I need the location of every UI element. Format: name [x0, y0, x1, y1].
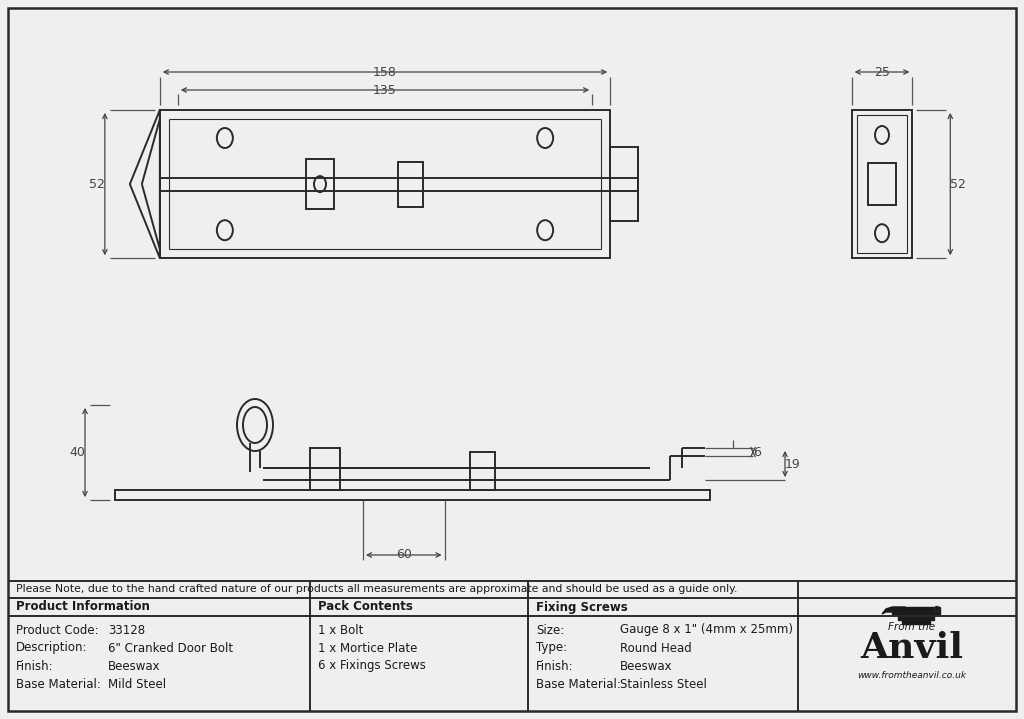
Bar	[160, 110, 610, 258]
Text: 60: 60	[396, 549, 412, 562]
Text: Please Note, due to the hand crafted nature of our products all measurements are: Please Note, due to the hand crafted nat…	[16, 584, 737, 594]
Text: Gauge 8 x 1" (4mm x 25mm): Gauge 8 x 1" (4mm x 25mm)	[620, 623, 793, 636]
Text: Round Head: Round Head	[620, 641, 692, 654]
Bar	[115, 490, 710, 500]
Text: Base Material:: Base Material:	[16, 677, 101, 690]
Text: 19: 19	[785, 457, 801, 470]
Text: Type:: Type:	[536, 641, 567, 654]
Polygon shape	[882, 607, 906, 614]
Bar	[306, 159, 334, 209]
Text: Finish:: Finish:	[16, 659, 53, 672]
Text: 52: 52	[89, 178, 104, 191]
Text: Beeswax: Beeswax	[620, 659, 673, 672]
Polygon shape	[892, 607, 940, 614]
Bar	[852, 110, 912, 258]
Text: 33128: 33128	[108, 623, 145, 636]
Text: 1 x Mortice Plate: 1 x Mortice Plate	[318, 641, 418, 654]
Polygon shape	[902, 620, 930, 624]
Text: Mild Steel: Mild Steel	[108, 677, 166, 690]
Text: 6 x Fixings Screws: 6 x Fixings Screws	[318, 659, 426, 672]
Text: Fixing Screws: Fixing Screws	[536, 600, 628, 613]
Text: 6" Cranked Door Bolt: 6" Cranked Door Bolt	[108, 641, 233, 654]
Bar	[310, 448, 340, 490]
Text: 1 x Bolt: 1 x Bolt	[318, 623, 364, 636]
Text: Product Information: Product Information	[16, 600, 150, 613]
Bar	[857, 115, 907, 253]
Text: 40: 40	[70, 446, 85, 459]
Bar	[470, 452, 495, 490]
Text: Description:: Description:	[16, 641, 87, 654]
Text: Product Code:: Product Code:	[16, 623, 98, 636]
Text: Pack Contents: Pack Contents	[318, 600, 413, 613]
Text: Base Material:: Base Material:	[536, 677, 621, 690]
Bar	[868, 163, 896, 205]
Text: www.fromtheanvil.co.uk: www.fromtheanvil.co.uk	[857, 671, 967, 680]
Text: From the: From the	[889, 622, 936, 632]
Text: 6: 6	[753, 446, 761, 459]
Polygon shape	[898, 614, 934, 620]
Text: 52: 52	[950, 178, 967, 191]
Text: 158: 158	[373, 65, 397, 78]
Text: 25: 25	[874, 65, 890, 78]
Text: Beeswax: Beeswax	[108, 659, 161, 672]
Bar	[397, 162, 423, 206]
Bar	[610, 147, 638, 221]
Text: 135: 135	[373, 83, 397, 96]
Text: Finish:: Finish:	[536, 659, 573, 672]
Text: Stainless Steel: Stainless Steel	[620, 677, 707, 690]
Text: Anvil: Anvil	[860, 631, 964, 665]
Text: Size:: Size:	[536, 623, 564, 636]
